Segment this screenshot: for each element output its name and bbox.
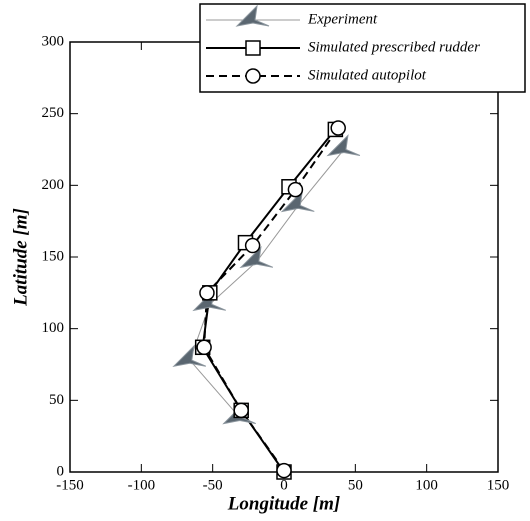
x-tick-label: -50 bbox=[203, 477, 223, 493]
y-tick-label: 150 bbox=[42, 248, 65, 264]
y-tick-label: 200 bbox=[42, 177, 65, 193]
y-tick-label: 100 bbox=[42, 320, 65, 336]
marker-square bbox=[245, 40, 261, 56]
y-tick-label: 300 bbox=[42, 33, 65, 49]
marker-circle bbox=[196, 339, 212, 356]
marker-ship bbox=[172, 344, 207, 367]
y-tick-label: 0 bbox=[57, 463, 65, 479]
marker-circle bbox=[245, 68, 261, 84]
marker-ship bbox=[235, 4, 270, 27]
y-tick-label: 250 bbox=[42, 105, 65, 121]
marker-circle bbox=[287, 181, 304, 198]
y-axis-title: Latitude [m] bbox=[10, 208, 31, 307]
marker-circle bbox=[233, 402, 249, 419]
legend-label: Simulated prescribed rudder bbox=[308, 39, 480, 55]
marker-circle bbox=[330, 120, 346, 136]
marker-circle bbox=[244, 237, 261, 254]
marker-circle bbox=[199, 285, 215, 301]
legend-label: Experiment bbox=[307, 11, 378, 27]
x-axis-title: Longitude [m] bbox=[227, 493, 340, 514]
marker-circle bbox=[276, 462, 292, 479]
series-line bbox=[201, 128, 337, 473]
series-line bbox=[203, 127, 340, 472]
marker-ship bbox=[326, 134, 361, 157]
plot-frame bbox=[69, 41, 499, 473]
x-tick-label: -100 bbox=[128, 477, 156, 493]
legend-label: Simulated autopilot bbox=[308, 67, 427, 83]
x-tick-label: 100 bbox=[415, 477, 438, 493]
x-tick-label: 150 bbox=[487, 477, 510, 493]
x-tick-label: 50 bbox=[348, 477, 363, 493]
x-tick-label: 0 bbox=[280, 477, 288, 493]
series-line bbox=[189, 149, 345, 418]
y-tick-label: 50 bbox=[49, 392, 64, 408]
x-tick-label: -150 bbox=[56, 477, 84, 493]
